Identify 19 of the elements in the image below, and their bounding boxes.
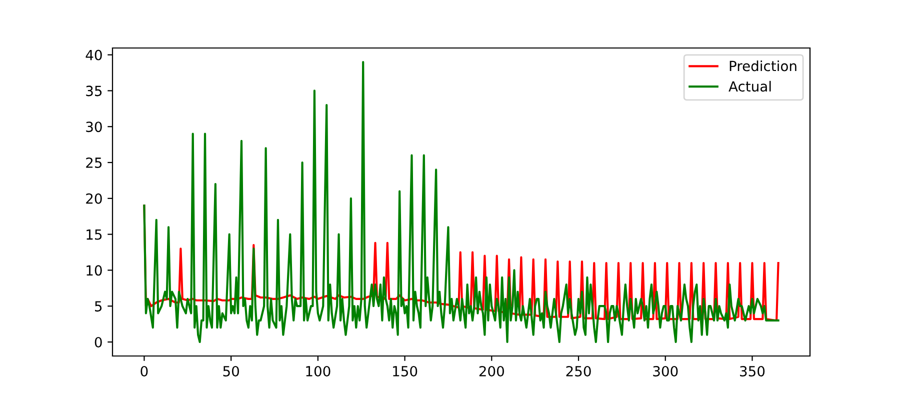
y-tick-label: 40: [86, 50, 102, 60]
y-tick-label: 35: [86, 86, 102, 96]
y-tick-label: 10: [86, 265, 102, 276]
x-tick-label: 0: [140, 366, 148, 376]
x-tick-label: 100: [306, 366, 330, 376]
x-tick-label: 300: [653, 366, 678, 376]
x-tick-label: 250: [566, 366, 591, 376]
y-tick-label: 0: [94, 336, 102, 348]
y-tick-label: 30: [86, 122, 102, 132]
y-tick-label: 5: [95, 301, 102, 312]
x-tick-label: 150: [393, 366, 418, 376]
x-tick-label: 200: [479, 366, 504, 376]
legend-label: Actual: [728, 80, 771, 92]
y-tick-label: 20: [86, 193, 102, 204]
legend-label: Prediction: [730, 60, 796, 72]
y-tick-label: 25: [86, 157, 102, 168]
x-tick-label: 350: [740, 366, 765, 376]
y-tick-label: 15: [86, 229, 102, 240]
x-tick-label: 50: [223, 366, 239, 376]
